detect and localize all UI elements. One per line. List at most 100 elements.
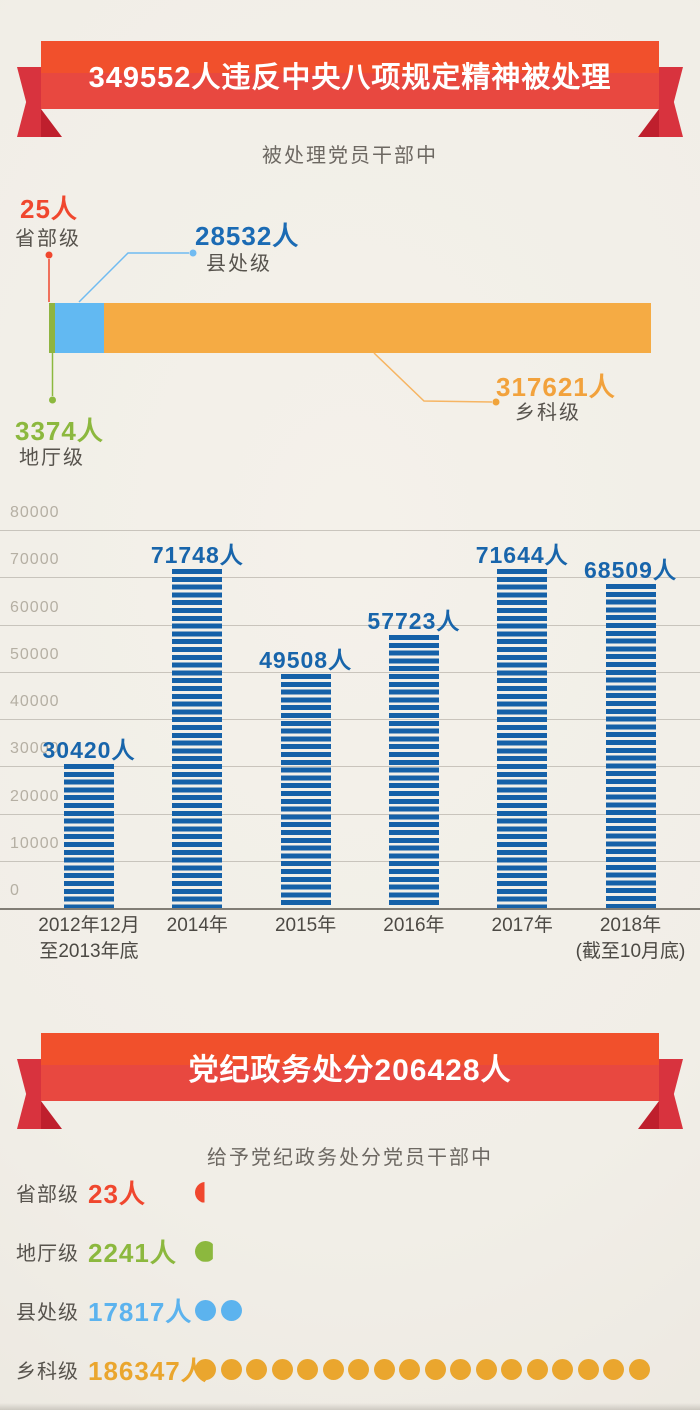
bar-value-2015年: 49508人 xyxy=(259,647,353,674)
dot-乡科级-10 xyxy=(424,1359,446,1381)
stacked-segment-县处级 xyxy=(54,303,104,353)
bar-value-2017年: 71644人 xyxy=(475,542,569,569)
dot-乡科级-9 xyxy=(399,1359,420,1381)
bar-value-2018年(截至10月底): 68509人 xyxy=(584,557,677,584)
xtick-2012年12月至2013年底: 2012年12月 至2013年底 xyxy=(38,915,140,962)
xtick-2016年: 2016年 xyxy=(383,915,445,936)
ribbon1-title: 349552人违反中央八项规定精神被处理 xyxy=(88,62,612,94)
xtick-2014年: 2014年 xyxy=(166,915,228,936)
dot-row-value-县处级: 17817人 xyxy=(88,1297,193,1328)
gridline-40000 xyxy=(0,719,700,720)
ribbon2-left-fold xyxy=(41,1101,62,1129)
dot-乡科级-11 xyxy=(450,1359,471,1381)
dot-row-dots-乡科级 xyxy=(195,1355,654,1385)
dot-row-label-省部级: 省部级 xyxy=(16,1183,79,1206)
dot-乡科级-13 xyxy=(501,1359,522,1381)
gridline-80000 xyxy=(0,530,700,531)
ribbon2-right-fold xyxy=(638,1101,659,1129)
dot-县处级-1 xyxy=(195,1300,216,1322)
dot-row-地厅级: 地厅级 2241人 xyxy=(16,1236,700,1268)
ytick-30000: 30000 xyxy=(10,740,60,758)
xtick-2018年(截至10月底): 2018年 (截至10月底) xyxy=(575,915,686,962)
dot-乡科级-5 xyxy=(297,1359,318,1381)
dot-乡科级-18 xyxy=(628,1359,650,1381)
ytick-10000: 10000 xyxy=(10,834,60,852)
dot-row-value-乡科级: 186347人 xyxy=(88,1356,208,1387)
stacked-label-ditingji: 地厅级 xyxy=(19,447,85,469)
bar-2016年 xyxy=(388,635,439,908)
dot-row-省部级: 省部级 23人 xyxy=(16,1177,700,1209)
stacked-value-xianchuji: 28532人 xyxy=(195,221,300,251)
callout-dot-xianchuji xyxy=(189,249,197,257)
ytick-0: 0 xyxy=(10,882,20,899)
dot-乡科级-17 xyxy=(603,1359,624,1381)
stacked-label-shengbuji: 省部级 xyxy=(15,228,81,250)
bar-2017年 xyxy=(497,569,548,908)
bar-value-2016年: 57723人 xyxy=(367,608,461,635)
stacked-segment-乡科级 xyxy=(103,303,651,353)
ytick-60000: 60000 xyxy=(10,598,60,616)
dot-row-dots-地厅级 xyxy=(195,1236,221,1266)
dot-row-县处级: 县处级 17817人 xyxy=(16,1296,700,1327)
ribbon2-title: 党纪政务处分206428人 xyxy=(188,1054,512,1087)
dot-row-dots-县处级 xyxy=(195,1296,246,1326)
gridline-50000 xyxy=(0,671,700,673)
bar-2014年 xyxy=(172,568,223,908)
dot-乡科级-1 xyxy=(195,1359,216,1381)
gridline-10000 xyxy=(0,860,700,862)
dot-row-value-省部级: 23人 xyxy=(88,1178,146,1209)
ytick-20000: 20000 xyxy=(10,787,60,805)
ytick-40000: 40000 xyxy=(10,693,60,710)
section1-caption: 被处理党员干部中 xyxy=(262,145,438,167)
callout-dot-shengbuji xyxy=(45,251,53,259)
dot-row-乡科级: 乡科级 186347人 xyxy=(16,1355,700,1386)
gridline-70000 xyxy=(0,577,700,579)
dot-县处级-2 xyxy=(220,1300,242,1322)
stacked-value-shengbuji: 25人 xyxy=(20,194,78,224)
stacked-segment-地厅级 xyxy=(49,303,55,353)
dot-乡科级-4 xyxy=(271,1359,293,1381)
gridline-0 xyxy=(0,908,700,910)
dot-row-label-地厅级: 地厅级 xyxy=(16,1242,79,1265)
stacked-value-ditingji: 3374人 xyxy=(15,416,104,446)
callout-dot-xiangkeji xyxy=(492,398,500,406)
stacked-value-xiangkeji: 317621人 xyxy=(496,372,616,402)
ribbon2-left-tail xyxy=(17,1059,41,1129)
dot-row-label-县处级: 县处级 xyxy=(16,1302,79,1325)
callout-line-xianchuji xyxy=(78,252,189,303)
stacked-label-xianchuji: 县处级 xyxy=(206,253,272,275)
bar-2015年 xyxy=(280,674,331,908)
gridline-20000 xyxy=(0,813,700,815)
dot-乡科级-16 xyxy=(577,1359,599,1381)
callout-dot-ditingji xyxy=(49,396,56,404)
callout-line-xiangkeji xyxy=(373,352,493,403)
dot-乡科级-15 xyxy=(552,1359,573,1381)
dot-乡科级-3 xyxy=(246,1359,267,1381)
xtick-2017年: 2017年 xyxy=(491,915,553,936)
dot-row-dots-省部级 xyxy=(195,1177,221,1207)
gridline-60000 xyxy=(0,624,700,626)
ribbon2-right-tail xyxy=(659,1059,683,1129)
dot-row-label-乡科级: 乡科级 xyxy=(16,1361,79,1384)
bottom-edge-shadow xyxy=(0,1403,700,1410)
dot-乡科级-14 xyxy=(526,1359,548,1381)
ytick-50000: 50000 xyxy=(10,645,60,663)
ribbon1-band: 349552人违反中央八项规定精神被处理 xyxy=(41,41,659,109)
bar-2012年12月至2013年底 xyxy=(64,764,114,908)
dot-partial-省部级 xyxy=(195,1181,205,1203)
dot-乡科级-12 xyxy=(475,1359,497,1381)
bar-2018年(截至10月底) xyxy=(605,584,656,908)
gridline-30000 xyxy=(0,766,700,768)
dot-乡科级-6 xyxy=(322,1359,344,1381)
bar-value-2014年: 71748人 xyxy=(150,541,244,568)
dot-乡科级-2 xyxy=(220,1359,242,1381)
dot-乡科级-8 xyxy=(373,1359,395,1381)
dot-partial-地厅级 xyxy=(195,1240,213,1262)
xtick-2015年: 2015年 xyxy=(274,915,337,936)
callout-lines-layer xyxy=(45,249,500,406)
dot-row-value-地厅级: 2241人 xyxy=(88,1237,177,1268)
ytick-80000: 80000 xyxy=(10,504,60,521)
dot-乡科级-7 xyxy=(348,1359,369,1381)
stacked-label-xiangkeji: 乡科级 xyxy=(515,402,581,424)
bar-value-2012年12月至2013年底: 30420人 xyxy=(42,737,136,764)
